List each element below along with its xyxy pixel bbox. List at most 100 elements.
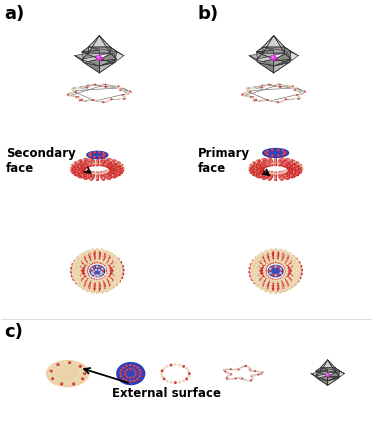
Circle shape: [117, 273, 120, 276]
Circle shape: [293, 173, 294, 174]
Circle shape: [75, 279, 78, 283]
Circle shape: [296, 94, 298, 96]
Circle shape: [268, 277, 272, 281]
Circle shape: [291, 172, 292, 173]
Circle shape: [74, 168, 76, 171]
Circle shape: [91, 256, 94, 260]
Circle shape: [272, 258, 273, 260]
Circle shape: [263, 268, 264, 269]
Circle shape: [264, 171, 267, 174]
Circle shape: [83, 274, 87, 277]
Circle shape: [63, 381, 66, 383]
Circle shape: [297, 172, 300, 175]
Circle shape: [267, 277, 270, 280]
Circle shape: [290, 265, 293, 268]
Circle shape: [50, 375, 53, 378]
Circle shape: [279, 86, 281, 88]
Circle shape: [101, 277, 105, 281]
Circle shape: [264, 250, 268, 253]
Polygon shape: [328, 372, 339, 377]
Circle shape: [290, 171, 292, 174]
Circle shape: [286, 287, 288, 289]
Circle shape: [279, 259, 282, 262]
Circle shape: [257, 285, 258, 286]
Circle shape: [285, 85, 287, 86]
Circle shape: [102, 83, 103, 85]
Circle shape: [90, 252, 91, 253]
Ellipse shape: [47, 361, 88, 387]
Circle shape: [77, 376, 80, 379]
Circle shape: [82, 175, 85, 178]
Polygon shape: [328, 376, 339, 381]
Circle shape: [263, 267, 266, 270]
Circle shape: [86, 275, 89, 278]
Circle shape: [265, 159, 266, 160]
Circle shape: [81, 278, 82, 279]
Circle shape: [288, 167, 289, 168]
Circle shape: [254, 266, 258, 269]
Circle shape: [85, 161, 86, 162]
Circle shape: [83, 370, 84, 371]
Circle shape: [106, 286, 109, 289]
Circle shape: [107, 269, 110, 272]
Circle shape: [296, 270, 297, 271]
Circle shape: [99, 157, 100, 158]
Circle shape: [115, 161, 116, 162]
Circle shape: [74, 90, 75, 91]
Circle shape: [116, 283, 117, 284]
Circle shape: [248, 87, 250, 89]
Circle shape: [91, 290, 94, 294]
Circle shape: [290, 169, 291, 170]
Circle shape: [283, 99, 285, 101]
Circle shape: [279, 84, 281, 85]
Circle shape: [86, 273, 87, 274]
Circle shape: [261, 160, 263, 162]
Circle shape: [261, 174, 264, 177]
Circle shape: [76, 256, 79, 260]
Circle shape: [98, 279, 102, 282]
Circle shape: [289, 285, 291, 286]
Circle shape: [101, 289, 104, 293]
Circle shape: [273, 260, 275, 261]
Circle shape: [120, 274, 121, 275]
Circle shape: [98, 289, 99, 291]
Circle shape: [295, 170, 296, 171]
Circle shape: [87, 279, 91, 283]
Circle shape: [103, 161, 106, 164]
Circle shape: [261, 274, 265, 277]
Circle shape: [75, 280, 76, 281]
Circle shape: [106, 164, 107, 165]
Circle shape: [128, 90, 130, 92]
Circle shape: [121, 169, 124, 171]
Circle shape: [103, 262, 104, 263]
Circle shape: [117, 263, 120, 267]
Circle shape: [91, 249, 95, 252]
Circle shape: [91, 272, 94, 275]
Circle shape: [110, 284, 114, 288]
Circle shape: [285, 272, 288, 275]
Circle shape: [91, 283, 93, 284]
Circle shape: [289, 275, 292, 278]
Circle shape: [284, 251, 288, 254]
Circle shape: [120, 268, 121, 269]
Circle shape: [91, 172, 94, 175]
Circle shape: [280, 250, 281, 251]
Polygon shape: [99, 36, 110, 53]
Circle shape: [104, 275, 108, 278]
Circle shape: [107, 266, 108, 268]
Circle shape: [86, 253, 89, 256]
Circle shape: [272, 149, 273, 150]
Circle shape: [278, 279, 281, 282]
Circle shape: [112, 269, 113, 270]
Circle shape: [105, 171, 106, 173]
Circle shape: [268, 176, 269, 177]
Circle shape: [112, 170, 115, 173]
Circle shape: [79, 372, 81, 373]
Circle shape: [99, 85, 100, 86]
Circle shape: [115, 262, 116, 263]
Circle shape: [252, 96, 254, 98]
Circle shape: [289, 258, 291, 259]
Circle shape: [274, 157, 277, 160]
Circle shape: [106, 264, 107, 265]
Circle shape: [301, 269, 302, 270]
